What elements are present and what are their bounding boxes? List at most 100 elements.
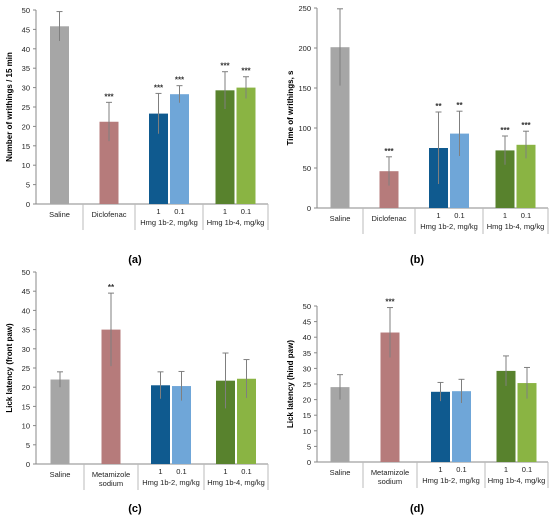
y-tick-label: 50	[303, 164, 311, 173]
chart-panel-b: 0 50 100 150 200 250 Time of writhings, s Salin…	[286, 4, 549, 234]
y-tick-label: 10	[22, 161, 30, 170]
y-tick-label: 200	[298, 44, 311, 53]
chart-panel-c: 0 5 10 15 20 25 30 35 40 45 50 Lick latency (front …	[5, 268, 269, 490]
significance-label: **	[435, 102, 442, 111]
category-label: Hmg 1b-4, mg/kg	[488, 476, 546, 485]
y-axis-title: Time of writhings, s	[286, 70, 295, 146]
y-tick-label: 25	[22, 364, 30, 373]
dose-label: 1	[223, 207, 227, 216]
category-label: Metamizole	[92, 470, 130, 479]
bar	[101, 329, 121, 464]
y-tick-label: 25	[22, 103, 30, 112]
y-tick-label: 30	[22, 345, 30, 354]
bar	[236, 87, 256, 204]
bar	[452, 391, 471, 462]
significance-label: ***	[154, 83, 164, 92]
dose-label: 0.1	[456, 465, 466, 474]
category-label: sodium	[99, 479, 123, 488]
bar	[172, 386, 191, 464]
y-tick-label: 20	[22, 383, 30, 392]
y-tick-label: 250	[298, 4, 311, 13]
y-tick-label: 35	[22, 64, 30, 73]
category-label: Diclofenac	[371, 214, 406, 223]
significance-label: ***	[500, 126, 510, 135]
category-label: Diclofenac	[91, 210, 126, 219]
bar	[237, 378, 256, 464]
category-label: Saline	[49, 210, 70, 219]
significance-label: ***	[384, 147, 394, 156]
category-label: Hmg 1b-2, mg/kg	[142, 478, 200, 487]
bar	[517, 383, 537, 462]
dose-label: 0.1	[176, 467, 186, 476]
dose-label: 1	[438, 465, 442, 474]
category-label: Saline	[50, 470, 71, 479]
bar	[495, 150, 515, 208]
significance-label: ***	[104, 92, 114, 101]
bar	[149, 113, 168, 204]
panel-label-b: (b)	[410, 254, 424, 266]
y-tick-label: 45	[22, 25, 30, 34]
significance-label: ***	[521, 121, 531, 130]
bar	[431, 391, 450, 462]
y-tick-label: 150	[298, 84, 311, 93]
dose-label: 0.1	[454, 211, 464, 220]
dose-label: 1	[503, 211, 507, 220]
y-tick-label: 25	[303, 380, 311, 389]
category-label: Saline	[330, 468, 351, 477]
y-tick-label: 35	[303, 349, 311, 358]
significance-label: ***	[385, 298, 395, 307]
dose-label: 1	[156, 207, 160, 216]
bar	[99, 121, 119, 204]
chart-panel-a: 0 5 10 15 20 25 30 35 40 45 50 Number of writhings …	[5, 6, 269, 230]
significance-label: **	[108, 283, 115, 292]
dose-label: 1	[436, 211, 440, 220]
y-tick-label: 40	[303, 333, 311, 342]
y-tick-label: 50	[303, 302, 311, 311]
y-tick-label: 0	[307, 204, 311, 213]
bar	[330, 47, 350, 209]
category-label: Saline	[330, 214, 351, 223]
y-tick-label: 50	[22, 268, 30, 277]
y-tick-label: 10	[22, 422, 30, 431]
bar	[151, 385, 170, 464]
y-tick-label: 20	[22, 122, 30, 131]
panel-label-c: (c)	[128, 503, 142, 515]
y-tick-label: 15	[22, 402, 30, 411]
y-axis-title: Number of writhings / 15 min	[5, 52, 14, 162]
category-label: Hmg 1b-2, mg/kg	[140, 218, 198, 227]
bar	[50, 26, 69, 204]
y-tick-label: 15	[22, 142, 30, 151]
y-tick-label: 0	[26, 460, 30, 469]
y-tick-label: 100	[298, 124, 311, 133]
y-tick-label: 35	[22, 326, 30, 335]
bar	[330, 387, 350, 462]
significance-label: ***	[241, 67, 251, 76]
dose-label: 0.1	[241, 467, 251, 476]
dose-label: 0.1	[522, 465, 532, 474]
significance-label: **	[456, 101, 463, 110]
y-tick-label: 40	[22, 45, 30, 54]
y-tick-label: 40	[22, 306, 30, 315]
y-tick-label: 30	[22, 84, 30, 93]
y-tick-label: 20	[303, 396, 311, 405]
y-axis-title: Lick latency (hind paw)	[286, 340, 295, 428]
dose-label: 0.1	[241, 207, 251, 216]
category-label: Hmg 1b-2, mg/kg	[420, 222, 478, 231]
significance-label: ***	[175, 76, 185, 85]
bar	[216, 380, 235, 464]
bar	[496, 370, 516, 462]
dose-label: 0.1	[521, 211, 531, 220]
y-tick-label: 5	[26, 181, 30, 190]
bar	[516, 144, 536, 208]
y-tick-label: 30	[303, 364, 311, 373]
y-tick-label: 15	[303, 411, 311, 420]
bar	[450, 133, 469, 208]
bar	[50, 379, 70, 464]
panel-label-d: (d)	[410, 503, 424, 515]
y-tick-label: 5	[307, 442, 311, 451]
bar	[215, 90, 235, 204]
y-tick-label: 50	[22, 6, 30, 15]
y-tick-label: 5	[26, 441, 30, 450]
y-tick-label: 45	[303, 318, 311, 327]
dose-label: 1	[223, 467, 227, 476]
